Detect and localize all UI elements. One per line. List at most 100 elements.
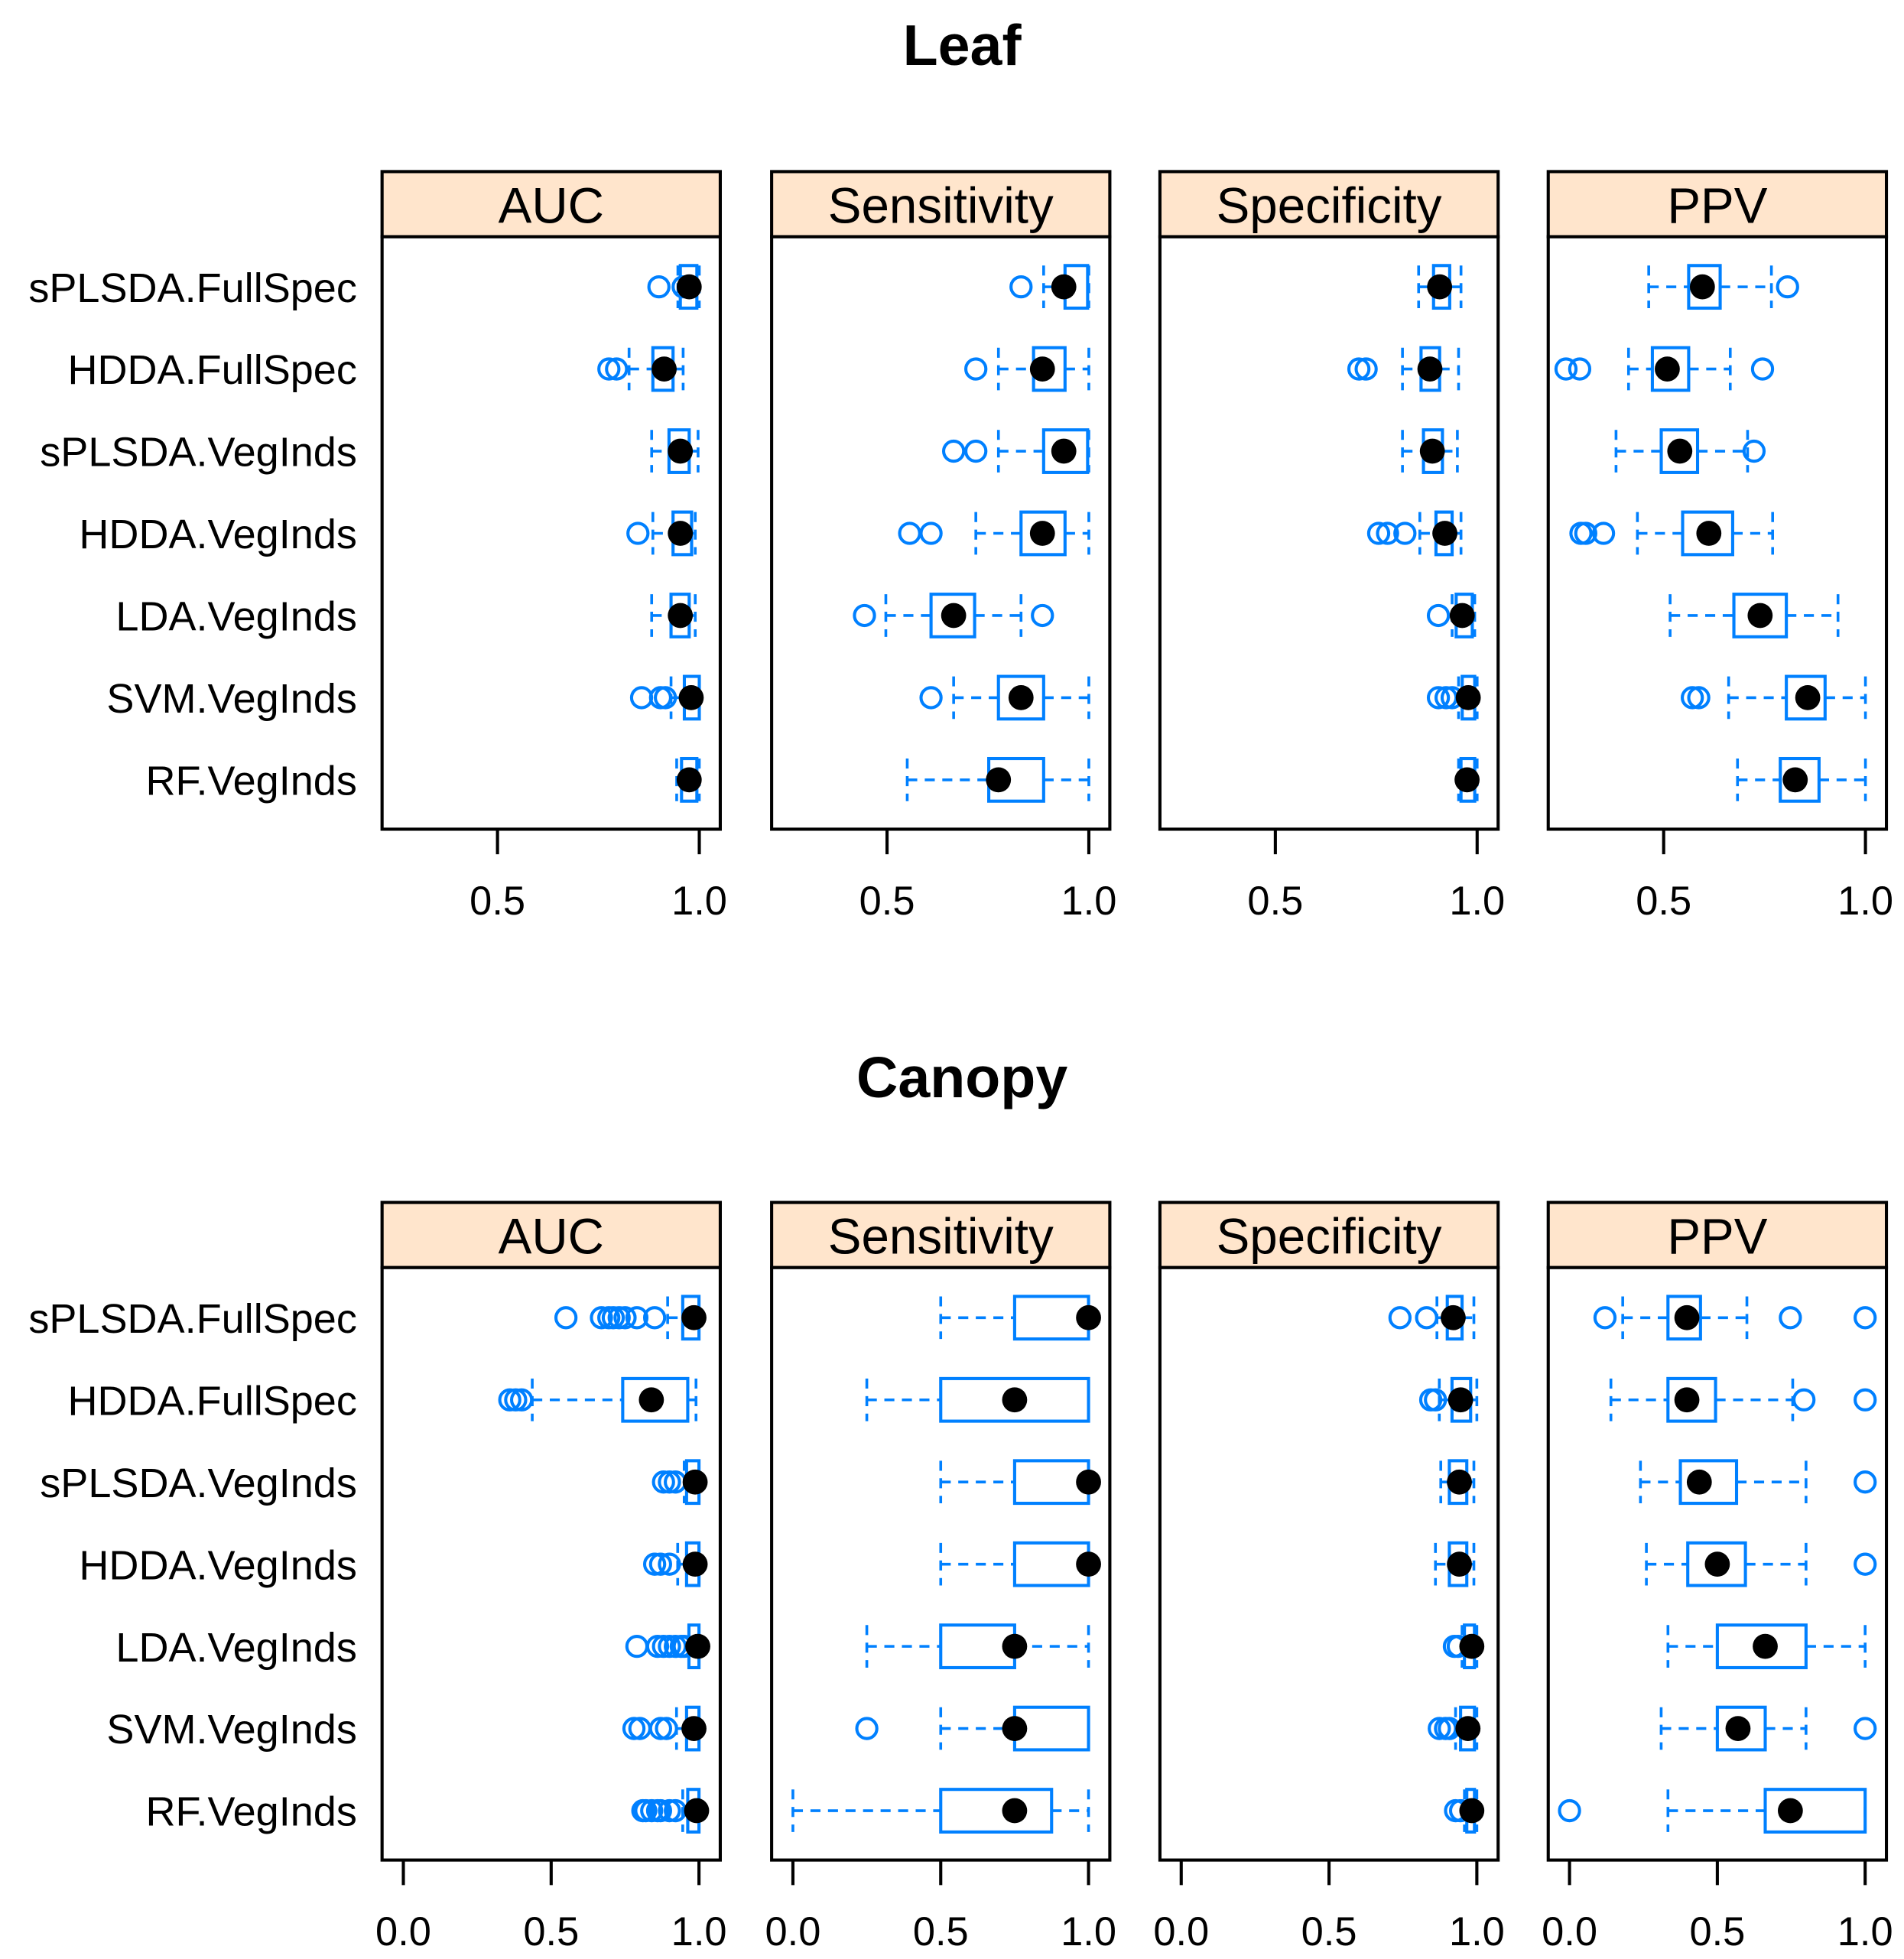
panel-strip-label: AUC (499, 178, 604, 234)
box-HDDA.FullSpec (1554, 346, 1775, 392)
box-RF.VegInds (1558, 1788, 1867, 1834)
panel-sensitivity: Sensitivity 0.0 0.5 1.0 (765, 1200, 1116, 1954)
box-HDDA.FullSpec (597, 346, 685, 392)
median-dot (1696, 521, 1722, 546)
iqr-box (1785, 674, 1827, 721)
box-RF.VegInds (1444, 1788, 1485, 1834)
model-label: SVM.VegInds (106, 1707, 356, 1753)
panel-auc: AUC 0.5 1.0 (380, 170, 727, 924)
median-dot (1029, 521, 1055, 546)
outlier-point (1776, 275, 1799, 299)
outlier-point (647, 275, 671, 299)
outlier-point (658, 1798, 681, 1823)
median-dot (1002, 1716, 1028, 1741)
outlier-point (1347, 357, 1371, 381)
outlier-point (640, 1798, 664, 1823)
outlier-point (1792, 1388, 1816, 1412)
x-tick-label: 0.5 (859, 879, 915, 924)
panel-strip-label: PPV (1667, 1209, 1767, 1265)
median-dot (1674, 1304, 1700, 1330)
outlier-point (853, 603, 876, 628)
box-sPLSDA.FullSpec (1009, 264, 1090, 310)
chart-canopy: Canopy sPLSDA.FullSpec HDDA.FullSpec sPLSDA… (28, 1045, 1893, 1954)
box-HDDA.FullSpec (1609, 1376, 1877, 1423)
iqr-box (1659, 428, 1700, 474)
model-label: HDDA.FullSpec (67, 347, 356, 393)
median-dot (1655, 356, 1680, 382)
box-SVM.VegInds (1681, 674, 1867, 721)
median-dot (1777, 1798, 1803, 1824)
panel-strip (1158, 1200, 1500, 1269)
model-label: sPLSDA.FullSpec (28, 265, 357, 311)
box-RF.VegInds (905, 756, 1090, 803)
outlier-point (1426, 603, 1451, 628)
box-RF.VegInds (631, 1788, 710, 1834)
outlier-point (1779, 1306, 1802, 1330)
median-dot (1795, 685, 1821, 710)
x-tick-label: 0.0 (1153, 1910, 1209, 1954)
box-sPLSDA.FullSpec (1593, 1295, 1877, 1341)
outlier-point (1009, 275, 1033, 299)
outlier-point (1574, 521, 1597, 545)
median-dot (681, 1304, 707, 1330)
outlier-point (648, 1717, 673, 1740)
iqr-box (996, 674, 1045, 721)
median-dot (1455, 1716, 1481, 1741)
box-SVM.VegInds (1428, 1705, 1481, 1752)
box-sPLSDA.FullSpec (1417, 264, 1463, 310)
x-tick-label: 1.0 (1061, 1910, 1116, 1954)
median-dot (682, 1469, 708, 1495)
box-HDDA.FullSpec (1418, 1376, 1479, 1423)
box-sPLSDA.VegInds (651, 1459, 708, 1506)
box-SVM.VegInds (622, 1705, 707, 1752)
box-sPLSDA.VegInds (1614, 428, 1766, 474)
outlier-point (642, 1306, 667, 1330)
panel-strip-label: Specificity (1217, 178, 1442, 234)
median-dot (1782, 767, 1808, 793)
median-dot (1747, 603, 1773, 629)
outlier-point (625, 1306, 649, 1330)
model-label: HDDA.FullSpec (67, 1378, 356, 1424)
iqr-box (939, 1376, 1090, 1423)
iqr-box (1681, 510, 1734, 557)
outlier-point (655, 1717, 678, 1740)
outlier-point (1681, 686, 1704, 710)
box-LDA.VegInds (1666, 1623, 1867, 1670)
box-HDDA.FullSpec (498, 1376, 698, 1423)
model-label: HDDA.VegInds (79, 1542, 357, 1588)
box-LDA.VegInds (650, 593, 697, 638)
outlier-point (658, 1470, 681, 1494)
outlier-point (654, 686, 677, 710)
median-dot (651, 356, 677, 382)
model-label: LDA.VegInds (115, 594, 357, 640)
median-dot (1051, 274, 1077, 300)
iqr-box (929, 593, 976, 638)
box-HDDA.FullSpec (1347, 346, 1460, 392)
outlier-point (1415, 1306, 1438, 1330)
median-dot (1704, 1551, 1730, 1577)
iqr-box (1763, 1788, 1867, 1834)
panel-strip (770, 1200, 1112, 1269)
box-sPLSDA.VegInds (1439, 1459, 1476, 1506)
outlier-point (1742, 439, 1766, 463)
x-tick-label: 1.0 (1449, 1910, 1505, 1954)
box-RF.VegInds (1736, 756, 1867, 803)
box-LDA.VegInds (1668, 593, 1840, 638)
outlier-point (1854, 1552, 1877, 1576)
panel-strip (1158, 170, 1500, 239)
outlier-point (1426, 686, 1451, 710)
iqr-box (1732, 593, 1789, 638)
panel-strip-label: Sensitivity (828, 1209, 1054, 1265)
panel-ppv: PPV 0.5 1.0 (1546, 170, 1893, 924)
median-dot (1051, 438, 1077, 464)
box-LDA.VegInds (1442, 1623, 1485, 1670)
box-sPLSDA.VegInds (939, 1459, 1101, 1506)
box-SVM.VegInds (1426, 674, 1481, 721)
model-label: sPLSDA.FullSpec (28, 1296, 357, 1342)
iqr-box (939, 1788, 1054, 1834)
median-dot (1419, 438, 1445, 464)
median-dot (668, 521, 694, 546)
outlier-point (1591, 521, 1616, 545)
box-sPLSDA.FullSpec (939, 1295, 1101, 1341)
